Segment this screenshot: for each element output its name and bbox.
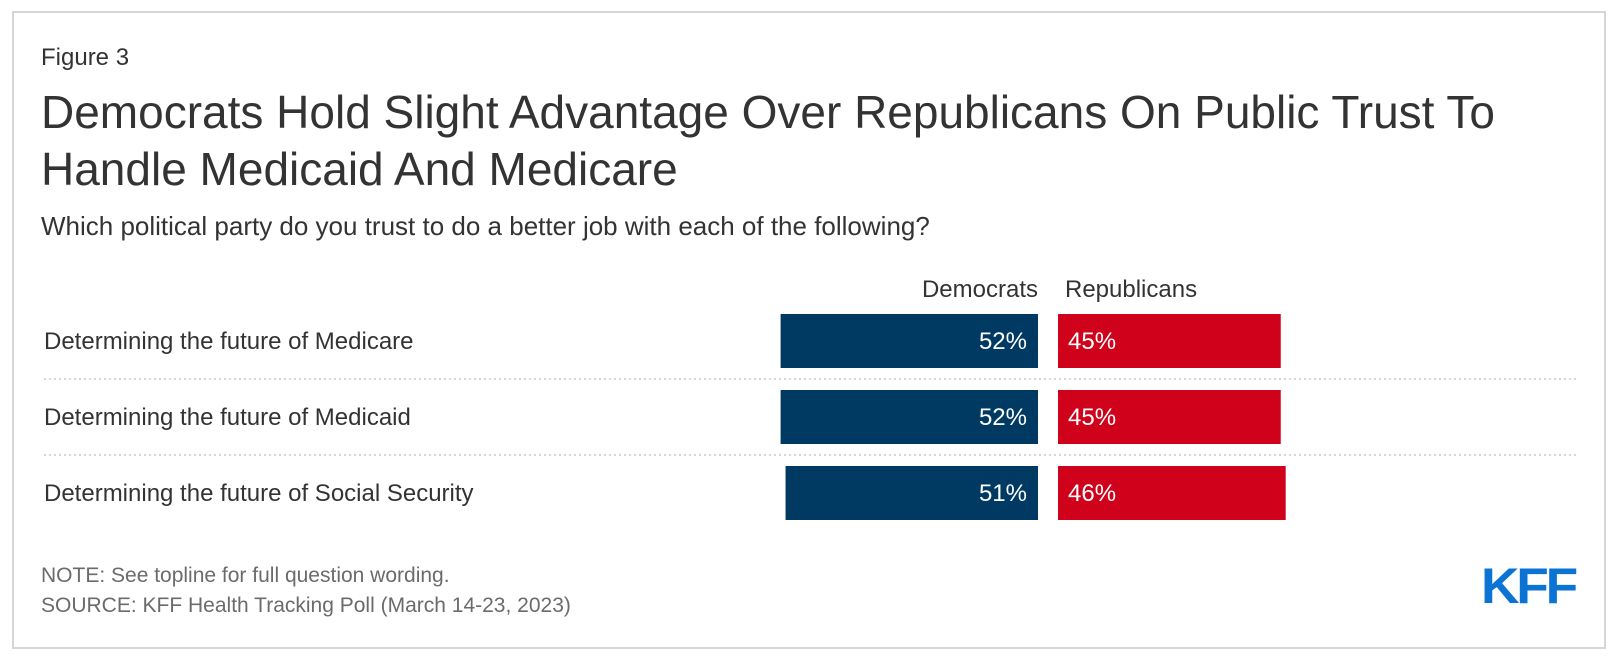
data-label-republicans: 45% bbox=[1068, 404, 1116, 431]
chart-title: Democrats Hold Slight Advantage Over Rep… bbox=[41, 86, 1495, 195]
data-label-republicans: 46% bbox=[1068, 480, 1116, 507]
kff-logo: KFF bbox=[1481, 562, 1577, 608]
bar-republicans bbox=[1058, 390, 1281, 444]
bar-republicans bbox=[1058, 314, 1281, 368]
data-label-republicans: 45% bbox=[1068, 328, 1116, 355]
note-text: NOTE: See topline for full question word… bbox=[41, 564, 450, 587]
bar-republicans bbox=[1058, 466, 1286, 520]
bar-democrats bbox=[785, 466, 1038, 520]
legend-republicans: Republicans bbox=[1065, 276, 1197, 303]
category-label: Determining the future of Social Securit… bbox=[44, 480, 474, 507]
category-label: Determining the future of Medicaid bbox=[44, 404, 411, 431]
logo-text: KFF bbox=[1481, 562, 1577, 608]
chart-subtitle: Which political party do you trust to do… bbox=[41, 211, 930, 241]
bar-democrats bbox=[780, 390, 1038, 444]
bar-democrats bbox=[780, 314, 1038, 368]
data-label-democrats: 51% bbox=[979, 480, 1027, 507]
category-label: Determining the future of Medicare bbox=[44, 328, 414, 355]
figure-label: Figure 3 bbox=[41, 44, 130, 71]
data-label-democrats: 52% bbox=[979, 404, 1027, 431]
footnotes: NOTE: See topline for full question word… bbox=[41, 561, 571, 621]
data-label-democrats: 52% bbox=[979, 328, 1027, 355]
source-text: SOURCE: KFF Health Tracking Poll (March … bbox=[41, 594, 571, 617]
legend-democrats: Democrats bbox=[922, 276, 1038, 303]
